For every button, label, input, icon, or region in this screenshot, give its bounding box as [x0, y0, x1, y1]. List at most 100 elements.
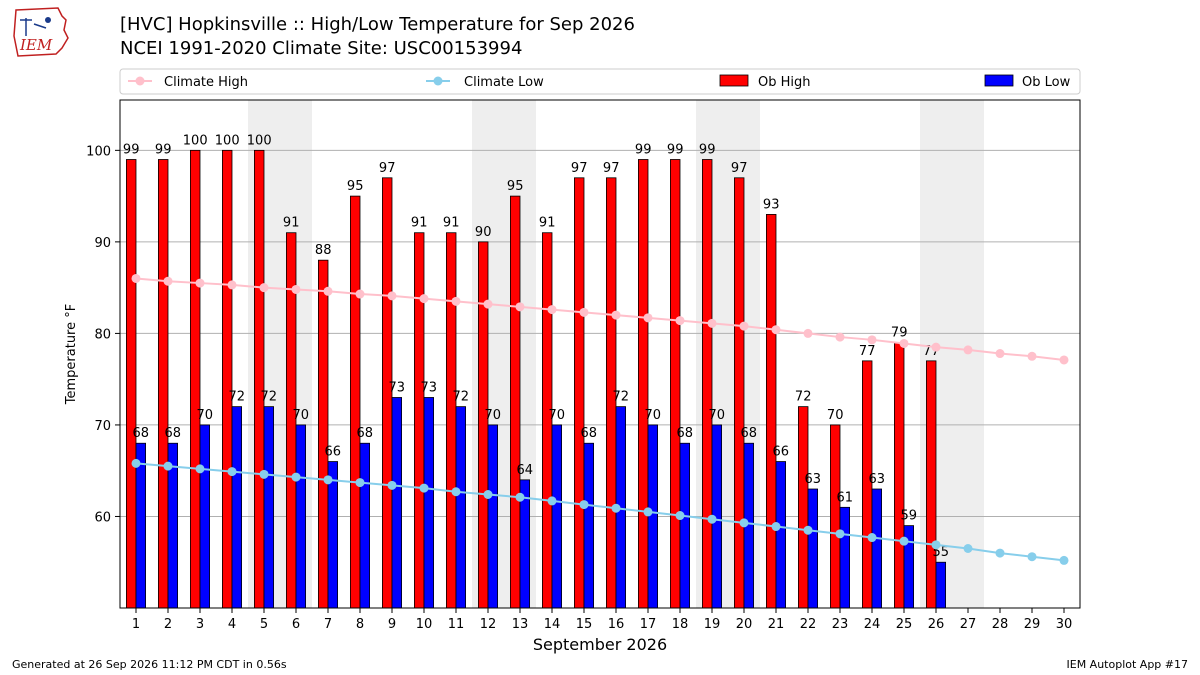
climate-high-point-day-2 — [163, 276, 173, 286]
legend-label-climate-low: Climate Low — [464, 75, 544, 90]
y-axis-label: Temperature °F — [64, 304, 79, 405]
climate-low-point-day-8 — [355, 478, 365, 488]
climate-high-point-day-12 — [483, 299, 493, 309]
ob-high-label-day-9: 97 — [379, 161, 396, 176]
climate-low-point-day-30 — [1059, 555, 1069, 565]
ob-low-label-day-23: 61 — [837, 490, 854, 505]
x-tick-label-24: 24 — [864, 617, 881, 632]
ob-high-label-day-4: 100 — [215, 133, 240, 148]
x-tick-label-29: 29 — [1024, 617, 1041, 632]
ob-high-label-day-8: 95 — [347, 179, 364, 194]
x-tick-label-1: 1 — [132, 617, 140, 632]
climate-high-point-day-17 — [643, 313, 653, 323]
y-tick-label-90: 90 — [94, 236, 111, 251]
climate-low-point-day-7 — [323, 475, 333, 485]
ob-high-bar-day-25 — [894, 342, 905, 609]
x-tick-label-28: 28 — [992, 617, 1009, 632]
x-tick-label-27: 27 — [960, 617, 977, 632]
iem-logo: IEM — [13, 7, 69, 57]
legend-label-climate-high: Climate High — [164, 75, 248, 90]
climate-high-point-day-5 — [259, 283, 269, 293]
ob-low-bar-day-26 — [935, 561, 947, 609]
ob-high-label-day-25: 79 — [891, 326, 908, 341]
x-tick-label-26: 26 — [928, 617, 945, 632]
ob-low-bar-day-6 — [295, 424, 307, 609]
ob-high-label-day-2: 99 — [155, 142, 172, 157]
ob-high-label-day-14: 91 — [539, 216, 556, 231]
ob-low-label-day-13: 64 — [517, 463, 534, 478]
ob-high-bar-day-13 — [509, 195, 521, 609]
x-tick-label-7: 7 — [324, 617, 332, 632]
ob-low-label-day-12: 70 — [485, 408, 502, 423]
climate-high-point-day-28 — [995, 349, 1005, 359]
x-tick-label-17: 17 — [640, 617, 657, 632]
x-tick-label-23: 23 — [832, 617, 849, 632]
x-tick-label-13: 13 — [512, 617, 529, 632]
climate-low-point-day-19 — [707, 514, 717, 524]
climate-low-point-day-18 — [675, 511, 685, 521]
ob-low-bar-day-14 — [551, 424, 563, 609]
ob-high-bar-day-7 — [317, 259, 329, 609]
ob-low-label-day-4: 72 — [229, 390, 246, 405]
x-tick-label-14: 14 — [544, 617, 561, 632]
legend-climate-low: Climate Low — [426, 75, 544, 90]
climate-high-point-day-3 — [195, 278, 205, 288]
climate-high-point-day-23 — [835, 332, 845, 342]
legend-label-ob-low: Ob Low — [1022, 75, 1071, 90]
ob-low-label-day-14: 70 — [549, 408, 566, 423]
y-tick-label-80: 80 — [94, 327, 111, 342]
ob-low-bar-day-22 — [807, 488, 819, 609]
legend-ob-low: Ob Low — [984, 74, 1071, 90]
climate-high-point-day-29 — [1027, 351, 1037, 361]
ob-low-bar-day-24 — [871, 488, 883, 609]
ob-low-label-day-20: 68 — [741, 426, 758, 441]
x-tick-label-11: 11 — [448, 617, 465, 632]
ob-low-label-day-17: 70 — [645, 408, 662, 423]
ob-low-bar-day-15 — [583, 442, 595, 609]
climate-low-point-day-14 — [547, 496, 557, 506]
ob-high-label-day-6: 91 — [283, 216, 300, 231]
ob-high-bar-day-2 — [157, 159, 169, 609]
climate-low-point-day-27 — [963, 544, 973, 554]
ob-high-label-day-7: 88 — [315, 243, 332, 258]
climate-low-point-day-20 — [739, 518, 749, 528]
ob-high-bar-day-3 — [189, 149, 201, 609]
climate-low-point-day-28 — [995, 548, 1005, 558]
y-tick-label-60: 60 — [94, 510, 111, 525]
climate-high-point-day-25 — [899, 338, 909, 348]
climate-high-point-day-20 — [739, 321, 749, 331]
ob-low-bar-day-18 — [679, 442, 691, 609]
ob-high-label-day-11: 91 — [443, 216, 460, 231]
climate-high-point-day-30 — [1059, 355, 1069, 365]
ob-high-bar-day-22 — [798, 406, 809, 609]
climate-low-point-day-21 — [771, 522, 781, 532]
ob-low-label-day-22: 63 — [805, 472, 822, 487]
y-tick-label-100: 100 — [86, 144, 111, 159]
ob-low-bar-day-10 — [423, 397, 435, 609]
logo-text: IEM — [19, 36, 53, 54]
ob-low-label-day-11: 72 — [453, 390, 470, 405]
ob-high-bar-day-19 — [702, 159, 713, 609]
ob-low-label-day-9: 73 — [389, 380, 406, 395]
ob-high-bar-day-10 — [413, 232, 425, 609]
climate-low-point-day-13 — [515, 492, 525, 502]
x-tick-label-3: 3 — [196, 617, 204, 632]
legend-box — [119, 68, 1081, 95]
ob-high-label-day-16: 97 — [603, 161, 620, 176]
climate-high-line — [135, 277, 1065, 361]
climate-low-point-day-2 — [163, 461, 173, 471]
ob-low-bar-day-5 — [263, 406, 275, 609]
ob-high-label-day-19: 99 — [699, 142, 716, 157]
ob-low-label-day-3: 70 — [197, 408, 214, 423]
ob-high-label-day-5: 100 — [247, 133, 272, 148]
climate-low-point-day-10 — [419, 483, 429, 493]
ob-high-label-day-20: 97 — [731, 161, 748, 176]
climate-high-point-day-11 — [451, 296, 461, 306]
ob-low-bar-day-9 — [391, 397, 403, 609]
ob-high-label-day-18: 99 — [667, 142, 684, 157]
generated-footer: Generated at 26 Sep 2026 11:12 PM CDT in… — [12, 658, 287, 671]
ob-low-label-day-1: 68 — [133, 426, 150, 441]
climate-low-point-day-3 — [195, 464, 205, 474]
ob-high-label-day-22: 72 — [795, 390, 812, 405]
